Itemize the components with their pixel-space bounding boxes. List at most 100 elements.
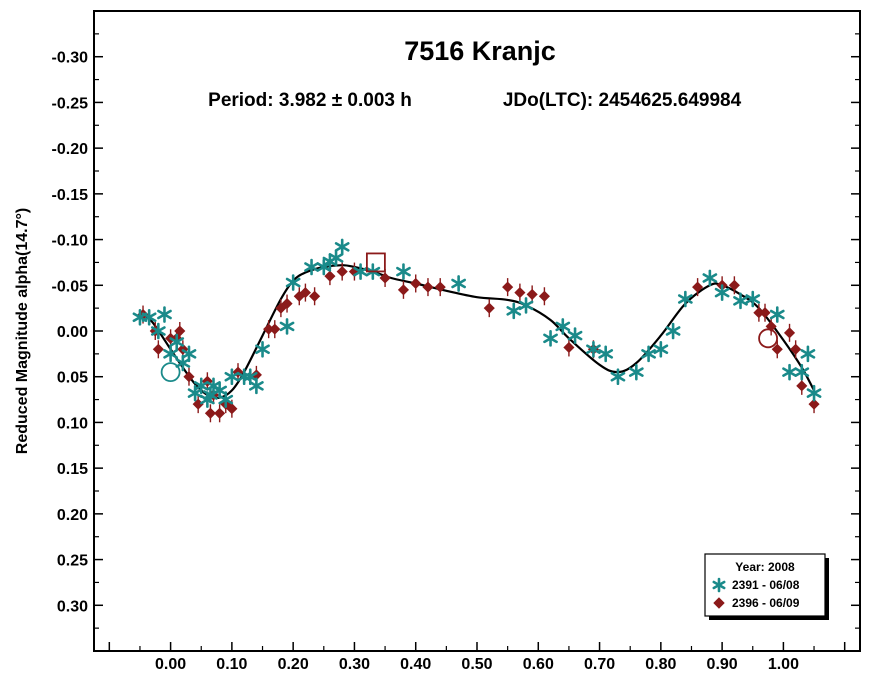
highlight-circle — [758, 328, 778, 349]
asterisk-stroke — [218, 394, 234, 405]
x-tick-label: 0.50 — [461, 656, 492, 673]
diamond-shape — [783, 327, 796, 339]
x-tick-label: 0.30 — [339, 656, 370, 673]
period-label: Period: 3.982 ± 0.003 h — [208, 90, 412, 111]
diamond-shape — [422, 281, 434, 293]
asterisk-stroke — [610, 371, 626, 382]
point-series-2391 — [714, 284, 730, 301]
legend-entry-2391: 2391 - 06/08 — [732, 578, 800, 592]
y-tick-label: -0.20 — [52, 141, 89, 158]
point-series-2391 — [782, 363, 797, 381]
asterisk-stroke — [451, 278, 466, 289]
legend-marker-2396 — [713, 597, 725, 609]
point-series-2396 — [336, 262, 348, 281]
y-tick-label: 0.10 — [57, 415, 88, 432]
point-series-2391 — [610, 368, 626, 386]
point-series-2396 — [410, 274, 422, 293]
diamond-shape — [796, 380, 808, 392]
y-tick-label: 0.15 — [57, 461, 88, 478]
asterisk-stroke — [714, 287, 730, 298]
point-series-2391 — [733, 292, 748, 310]
point-series-2391 — [218, 391, 234, 408]
point-series-2391 — [506, 302, 522, 320]
highlight-square — [365, 252, 386, 273]
x-tick-label: 0.00 — [155, 656, 186, 673]
point-series-2396 — [514, 283, 526, 302]
point-series-2391 — [677, 290, 693, 308]
legend-diamond — [713, 597, 725, 609]
asterisk-stroke — [328, 253, 344, 263]
point-series-2396 — [483, 299, 495, 318]
point-series-2396 — [214, 404, 226, 423]
asterisk-stroke — [396, 266, 411, 277]
point-series-2391 — [249, 377, 264, 395]
point-series-2391 — [328, 249, 344, 267]
point-series-2391 — [745, 290, 761, 308]
diamond-shape — [759, 307, 771, 319]
point-series-2396 — [783, 323, 796, 342]
x-tick-label: 0.10 — [216, 656, 247, 673]
point-series-2391 — [641, 345, 656, 363]
point-series-2396 — [281, 294, 293, 313]
point-series-2391 — [255, 340, 270, 358]
diamond-shape — [434, 281, 446, 293]
point-series-2391 — [316, 258, 332, 276]
asterisk-stroke — [255, 344, 270, 355]
point-series-2396 — [397, 280, 410, 299]
y-tick-label: -0.10 — [52, 233, 89, 250]
point-series-2391 — [451, 275, 466, 292]
diamond-shape — [410, 277, 422, 290]
diamond-shape — [771, 343, 783, 355]
point-series-2391 — [285, 274, 301, 291]
y-tick-label: -0.25 — [52, 95, 89, 112]
x-tick-label: 1.00 — [768, 656, 799, 673]
diamond-shape — [379, 272, 391, 284]
point-series-2391 — [150, 322, 166, 340]
diamond-shape — [309, 290, 321, 302]
point-series-2396 — [796, 376, 808, 395]
point-series-2396 — [309, 287, 321, 306]
point-series-2391 — [334, 238, 350, 256]
point-series-2396 — [538, 287, 550, 306]
x-tick-label: 0.90 — [707, 656, 738, 673]
point-series-2396 — [563, 338, 575, 357]
point-series-2396 — [152, 340, 164, 359]
asterisk-stroke — [518, 300, 534, 311]
y-axis-label: Reduced Magnitude alpha(14.7°) — [14, 208, 31, 454]
asterisk-stroke — [782, 367, 797, 377]
point-series-2391 — [806, 384, 822, 402]
point-series-2396 — [753, 303, 765, 322]
point-series-2396 — [526, 285, 538, 304]
point-series-2396 — [299, 283, 311, 302]
asterisk-stroke — [641, 349, 656, 359]
legend-marker-2391 — [712, 577, 726, 593]
highlight-circle — [160, 362, 181, 383]
diamond-shape — [526, 288, 538, 300]
point-series-2391 — [702, 269, 718, 287]
diamond-shape — [790, 343, 802, 355]
point-series-2396 — [728, 276, 740, 295]
y-tick-label: -0.15 — [52, 187, 89, 204]
point-series-2396 — [174, 322, 186, 340]
asterisk-stroke — [157, 309, 172, 320]
asterisk-stroke — [316, 262, 332, 272]
diamond-shape — [728, 279, 740, 291]
asterisk-stroke — [702, 273, 718, 283]
diamond-shape — [299, 287, 311, 299]
point-series-2396 — [324, 267, 336, 286]
point-series-2391 — [279, 318, 295, 335]
x-tick-label: 0.70 — [584, 656, 615, 673]
asterisk-stroke — [187, 388, 203, 398]
x-tick-label: 0.80 — [645, 656, 676, 673]
x-axis: 0.00 0.10 0.20 0.30 0.40 0.50 0.60 0.70 0.80 0.90… — [108, 642, 846, 673]
asterisk-stroke — [334, 242, 350, 252]
diamond-shape — [275, 302, 287, 314]
asterisk-stroke — [353, 266, 368, 277]
asterisk-stroke — [224, 371, 240, 382]
x-tick-label: 0.40 — [400, 656, 431, 673]
point-series-2391 — [628, 363, 644, 381]
point-series-2396 — [790, 340, 802, 359]
diamond-shape — [397, 284, 410, 296]
diamond-shape — [563, 341, 575, 354]
asterisk-stroke — [242, 371, 258, 382]
